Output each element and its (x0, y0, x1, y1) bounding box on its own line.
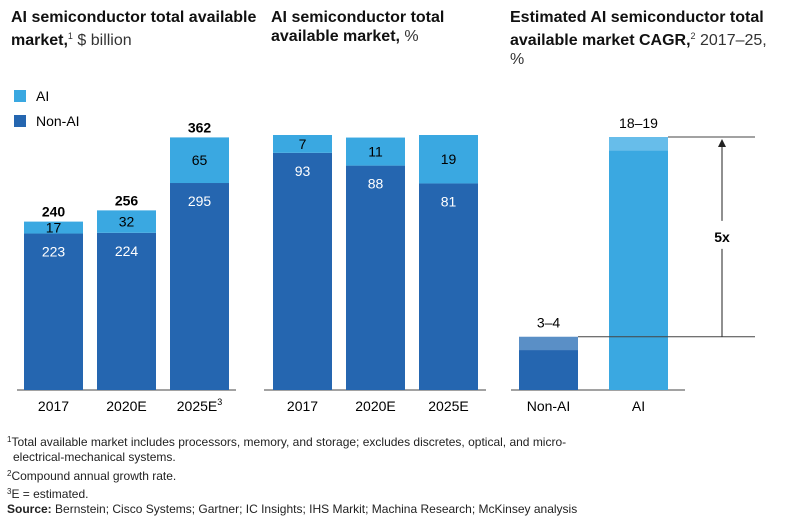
chart1-category-label: 2020E (106, 398, 146, 414)
chart1-label-non-ai: 295 (188, 193, 212, 209)
charts-canvas: 223172402017224322562020E295653622025E39… (17, 115, 755, 414)
chart1-label-ai: 32 (119, 214, 135, 230)
chart3-bar-range-ai (609, 137, 668, 151)
chart1-title-unit: $ billion (77, 32, 132, 49)
chart2-title-unit: % (404, 28, 419, 45)
chart3-bar-ai (609, 150, 668, 390)
legend: AI Non-AI (14, 85, 80, 135)
chart1-bar-ai (97, 210, 156, 233)
chart1-bar-non-ai (170, 183, 229, 390)
chart2-bar-non-ai (273, 152, 332, 390)
chart1-label-ai: 17 (46, 220, 62, 236)
legend-swatch-ai (14, 90, 26, 102)
chart1-title-sup: 1 (67, 31, 73, 41)
chart3-bracket-arrowhead (718, 139, 726, 147)
chart1-label-non-ai: 223 (42, 244, 66, 260)
chart1-title: AI semiconductor total available market,… (11, 8, 261, 50)
source-label: Source: (7, 502, 52, 517)
chart1-bar-non-ai (24, 233, 83, 390)
chart1-category-sup: 3 (217, 397, 222, 407)
chart1-category-label: 2025E3 (177, 397, 223, 414)
chart1-category-label: 2017 (38, 398, 69, 414)
chart2-bar-ai (419, 135, 478, 184)
chart2-label-ai: 11 (368, 144, 383, 160)
footnote-2: 2Compound annual growth rate. (7, 468, 177, 483)
chart1-total-label: 240 (42, 204, 66, 220)
chart2-bar-non-ai (419, 183, 478, 390)
chart1-bar-ai (170, 137, 229, 184)
chart3-bar-range-non-ai (519, 336, 578, 351)
chart2-label-ai: 7 (299, 136, 307, 152)
chart2-category-label: 2025E (428, 398, 468, 414)
footnote-1-cont: electrical-mechanical systems. (13, 450, 176, 465)
source-line: Source: Bernstein; Cisco Systems; Gartne… (7, 502, 787, 517)
chart3-multiplier-label: 5x (714, 229, 730, 245)
chart3-title-unit2: % (510, 51, 525, 68)
chart1-bar-ai (24, 221, 83, 234)
footnote-3: 3E = estimated. (7, 486, 89, 501)
chart3-title-unit: 2017–25, (700, 32, 767, 49)
chart1-label-ai: 65 (192, 152, 208, 168)
chart2-label-ai: 19 (441, 151, 457, 167)
chart1-title-main: AI semiconductor total available market, (11, 9, 257, 49)
footnotes: 1Total available market includes process… (7, 432, 787, 517)
chart1-label-non-ai: 224 (115, 243, 139, 259)
chart2-title-main: AI semiconductor total available market, (271, 9, 445, 45)
chart3-title-main: Estimated AI semiconductor total availab… (510, 9, 764, 49)
legend-item-ai: AI (14, 85, 80, 107)
source-text: Bernstein; Cisco Systems; Gartner; IC In… (55, 502, 578, 517)
chart2-label-non-ai: 93 (295, 163, 311, 179)
legend-swatch-non-ai (14, 115, 26, 127)
chart2-label-non-ai: 81 (441, 193, 457, 209)
chart3-title: Estimated AI semiconductor total availab… (510, 8, 792, 69)
chart2-category-label: 2017 (287, 398, 318, 414)
chart1-bar-non-ai (97, 232, 156, 390)
chart3-value-label: 3–4 (537, 315, 561, 331)
legend-item-non-ai: Non-AI (14, 110, 80, 132)
chart3-value-label: 18–19 (619, 115, 658, 131)
chart3-category-label: Non-AI (527, 398, 571, 414)
footnote-1: 1Total available market includes process… (7, 435, 567, 449)
legend-label-non-ai: Non-AI (36, 113, 80, 129)
chart2-label-non-ai: 88 (368, 176, 384, 192)
chart2-bar-ai (273, 135, 332, 153)
chart2-bar-non-ai (346, 165, 405, 390)
chart3-bar-non-ai (519, 350, 578, 390)
legend-label-ai: AI (36, 88, 50, 104)
chart2-bar-ai (346, 137, 405, 166)
chart1-total-label: 256 (115, 192, 139, 208)
chart2-title: AI semiconductor total available market,… (271, 8, 491, 46)
chart3-category-label: AI (632, 398, 645, 414)
chart1-total-label: 362 (188, 119, 212, 135)
chart3-title-sup: 2 (690, 31, 696, 41)
chart2-category-label: 2020E (355, 398, 395, 414)
